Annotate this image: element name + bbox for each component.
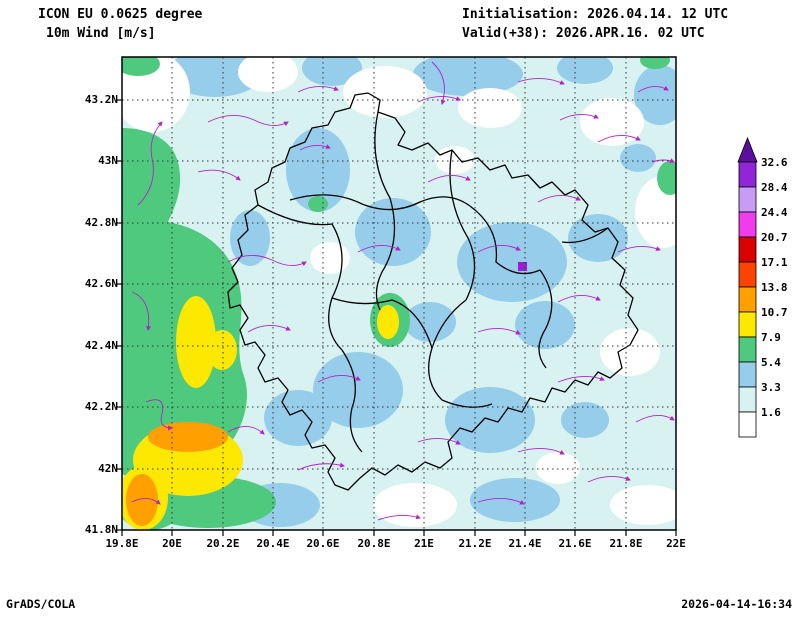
x-tick-label: 20E	[162, 537, 182, 550]
color-bar	[737, 136, 758, 438]
legend-label: 5.4	[761, 356, 781, 369]
x-tick-label: 22E	[666, 537, 686, 550]
x-tick-label: 19.8E	[105, 537, 139, 550]
district-boundaries	[227, 92, 639, 491]
map-frame	[116, 56, 677, 536]
legend-label: 10.7	[761, 306, 788, 319]
station-marker	[518, 262, 527, 271]
y-tick-label: 43.2N	[84, 93, 118, 106]
legend-label: 3.3	[761, 381, 781, 394]
y-tick-label: 41.8N	[84, 523, 118, 536]
x-tick-label: 20.6E	[306, 537, 340, 550]
grads-credit: GrADS/COLA	[6, 597, 76, 611]
y-tick-label: 42.4N	[84, 339, 118, 352]
x-tick-label: 21.4E	[508, 537, 542, 550]
legend-label: 7.9	[761, 331, 781, 344]
field-title: 10m Wind [m/s]	[46, 26, 156, 41]
legend-label: 24.4	[761, 206, 788, 219]
x-tick-label: 21.2E	[458, 537, 492, 550]
valid-time-label: Valid(+38): 2026.APR.16. 02 UTC	[462, 26, 705, 41]
model-title: ICON EU 0.0625 degree	[38, 7, 203, 22]
y-tick-label: 42.6N	[84, 277, 118, 290]
creation-timestamp: 2026-04-14-16:34	[681, 597, 792, 611]
y-tick-label: 42.2N	[84, 400, 118, 413]
x-tick-label: 21E	[414, 537, 434, 550]
legend-label: 13.8	[761, 281, 788, 294]
legend-label: 32.6	[761, 156, 788, 169]
legend-label: 28.4	[761, 181, 788, 194]
x-tick-label: 20.8E	[357, 537, 391, 550]
y-tick-label: 42.8N	[84, 216, 118, 229]
legend-label: 1.6	[761, 406, 781, 419]
wind-speed-shading	[122, 57, 676, 530]
init-time-label: Initialisation: 2026.04.14. 12 UTC	[462, 7, 729, 22]
y-tick-label: 42N	[98, 462, 118, 475]
legend-label: 20.7	[761, 231, 788, 244]
x-tick-label: 20.2E	[206, 537, 240, 550]
legend-label: 17.1	[761, 256, 788, 269]
x-tick-label: 21.8E	[609, 537, 643, 550]
y-tick-label: 43N	[98, 154, 118, 167]
lat-lon-grid	[122, 57, 676, 530]
x-tick-label: 20.4E	[256, 537, 290, 550]
x-tick-label: 21.6E	[558, 537, 592, 550]
wind-streamlines	[131, 61, 675, 521]
